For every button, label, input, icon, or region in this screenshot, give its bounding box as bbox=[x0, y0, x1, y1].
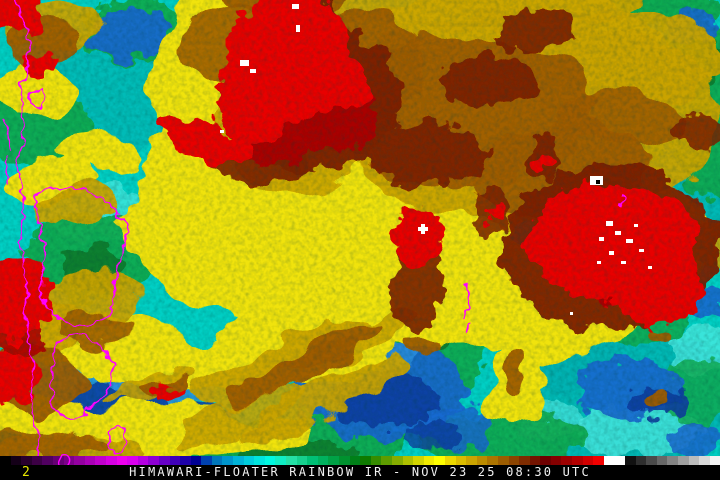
colorbar-step bbox=[391, 456, 403, 465]
colorbar-step bbox=[339, 456, 350, 465]
colorbar-step bbox=[254, 456, 265, 465]
colorbar-step bbox=[307, 456, 318, 465]
colorbar-step bbox=[540, 456, 551, 465]
colorbar-step bbox=[423, 456, 435, 465]
colorbar-step bbox=[296, 456, 308, 465]
colorbar-step bbox=[31, 456, 43, 465]
satellite-image bbox=[0, 0, 720, 456]
colorbar-step bbox=[699, 456, 710, 465]
colorbar-step bbox=[0, 456, 11, 465]
colorbar-step bbox=[211, 456, 223, 465]
colorbar-step bbox=[74, 456, 85, 465]
colorbar-step bbox=[275, 456, 287, 465]
colorbar-step bbox=[434, 456, 445, 465]
colorbar-step bbox=[413, 456, 424, 465]
colorbar-step bbox=[593, 456, 604, 465]
colorbar-step bbox=[95, 456, 106, 465]
colorbar-step bbox=[63, 456, 75, 465]
colorbar-step bbox=[233, 456, 244, 465]
colorbar-step bbox=[21, 456, 32, 465]
colorbar-step bbox=[10, 456, 22, 465]
colorbar-step bbox=[402, 456, 414, 465]
colorbar-step bbox=[360, 456, 371, 465]
colorbar-step bbox=[286, 456, 297, 465]
white-cloud-tops bbox=[220, 4, 652, 315]
colorbar-step bbox=[169, 456, 181, 465]
colorbar-step bbox=[519, 456, 530, 465]
colorbar-step bbox=[116, 456, 128, 465]
colorbar-step bbox=[572, 456, 583, 465]
colorbar-step bbox=[127, 456, 138, 465]
colorbar-step bbox=[349, 456, 361, 465]
temperature-colorbar bbox=[0, 456, 720, 465]
colorbar-step bbox=[84, 456, 96, 465]
colorbar-step bbox=[455, 456, 467, 465]
channel-number: 2 bbox=[22, 465, 30, 480]
colorbar-step bbox=[678, 456, 689, 465]
colorbar-step bbox=[264, 456, 276, 465]
colorbar-step bbox=[646, 456, 657, 465]
colorbar-step bbox=[561, 456, 573, 465]
colorbar-step bbox=[688, 456, 700, 465]
colorbar-step bbox=[222, 456, 234, 465]
colorbar-step bbox=[180, 456, 191, 465]
colorbar-step bbox=[625, 456, 636, 465]
colorbar-step bbox=[317, 456, 329, 465]
colorbar-step bbox=[656, 456, 668, 465]
colorbar-step bbox=[550, 456, 562, 465]
colorbar-step bbox=[201, 456, 212, 465]
colorbar-step bbox=[148, 456, 159, 465]
colorbar-step bbox=[487, 456, 498, 465]
colorbar-step bbox=[603, 456, 615, 465]
ir-imagery-canvas bbox=[0, 0, 720, 456]
colorbar-step bbox=[635, 456, 647, 465]
coastline-overlay bbox=[3, 0, 627, 456]
colorbar-step bbox=[158, 456, 170, 465]
colorbar-step bbox=[476, 456, 488, 465]
caption-text: HIMAWARI-FLOATER RAINBOW IR - NOV 23 25 … bbox=[129, 465, 591, 479]
colorbar-step bbox=[466, 456, 477, 465]
colorbar-step bbox=[42, 456, 53, 465]
caption-bar: 2 HIMAWARI-FLOATER RAINBOW IR - NOV 23 2… bbox=[0, 465, 720, 480]
colorbar-step bbox=[709, 456, 720, 465]
colorbar-step bbox=[328, 456, 339, 465]
pixel-grain-overlay bbox=[0, 0, 720, 456]
colorbar-step bbox=[497, 456, 509, 465]
colorbar-step bbox=[105, 456, 117, 465]
colorbar-step bbox=[52, 456, 64, 465]
colorbar-step bbox=[667, 456, 678, 465]
colorbar-step bbox=[190, 456, 202, 465]
colorbar-step bbox=[529, 456, 541, 465]
colorbar-step bbox=[508, 456, 520, 465]
colorbar-step bbox=[137, 456, 149, 465]
colorbar-step bbox=[381, 456, 392, 465]
colorbar-step bbox=[243, 456, 255, 465]
colorbar-step bbox=[582, 456, 594, 465]
colorbar-step bbox=[444, 456, 456, 465]
colorbar-step bbox=[370, 456, 382, 465]
colorbar-step bbox=[614, 456, 626, 465]
